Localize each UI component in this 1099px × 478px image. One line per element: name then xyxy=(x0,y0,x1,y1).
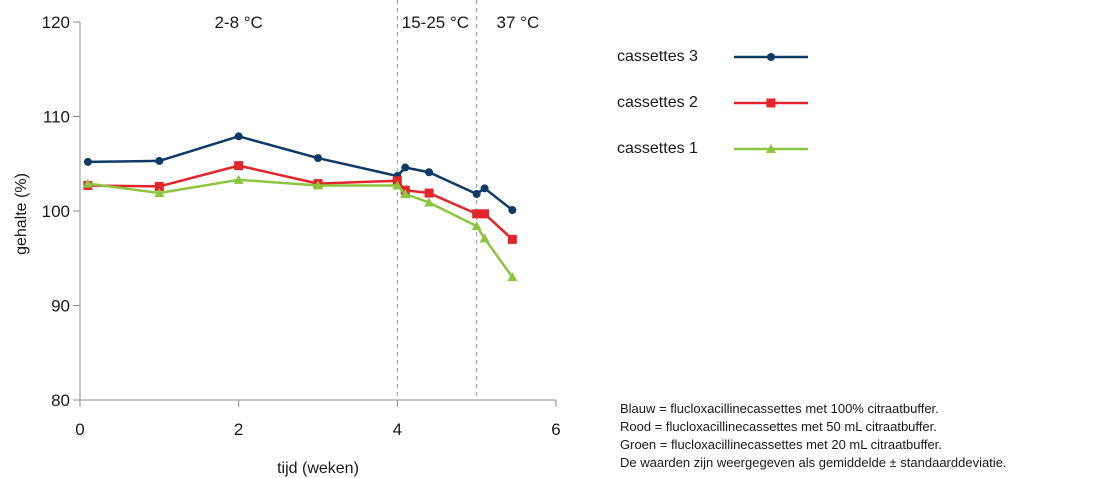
data-point xyxy=(479,233,490,243)
footnote-line-3: Groen = flucloxacillinecassettes met 20 … xyxy=(620,437,942,452)
data-point xyxy=(392,180,403,190)
x-tick-label: 2 xyxy=(234,420,243,439)
data-point xyxy=(82,178,93,188)
region-label: 2-8 °C xyxy=(214,13,262,32)
series-line xyxy=(87,178,514,278)
series-line xyxy=(87,164,514,241)
footnote: Blauw = flucloxacillinecassettes met 100… xyxy=(620,401,1007,470)
legend-label: cassettes 3 xyxy=(617,48,698,65)
data-point xyxy=(233,174,244,184)
data-point xyxy=(507,272,518,282)
legend-item: cassettes 3 xyxy=(617,48,808,65)
data-point xyxy=(424,188,434,198)
data-point xyxy=(401,163,410,172)
data-point xyxy=(424,197,435,207)
series-cassettes-3 xyxy=(83,132,517,215)
data-series xyxy=(82,132,518,282)
x-tick-label: 4 xyxy=(393,420,402,439)
footnote-line-1: Blauw = flucloxacillinecassettes met 100… xyxy=(620,401,939,416)
axes: 80 90 100 110 120 0 2 4 6 xyxy=(42,13,561,439)
legend-item: cassettes 2 xyxy=(617,94,808,111)
y-axis-title: gehalte (%) xyxy=(13,173,30,255)
temperature-regions: 2-8 °C 15-25 °C 37 °C xyxy=(214,0,539,400)
data-point xyxy=(508,206,517,215)
series-cassettes-2 xyxy=(83,161,517,244)
legend-marker xyxy=(766,98,776,108)
y-tick-label: 100 xyxy=(42,202,70,221)
data-point xyxy=(154,181,164,191)
region-label: 37 °C xyxy=(497,13,540,32)
legend: cassettes 3 cassettes 2 cassettes 1 xyxy=(617,48,808,157)
data-point xyxy=(234,161,244,171)
x-tick-label: 0 xyxy=(75,420,84,439)
x-tick-label: 6 xyxy=(551,420,560,439)
data-point xyxy=(425,168,434,177)
y-tick-label: 110 xyxy=(43,108,70,127)
data-point xyxy=(83,157,92,166)
legend-marker xyxy=(766,144,776,153)
data-point xyxy=(400,188,411,198)
data-point xyxy=(154,188,165,198)
data-point xyxy=(472,209,482,219)
data-point xyxy=(234,132,243,141)
legend-marker xyxy=(767,53,775,61)
x-axis-title: tijd (weken) xyxy=(277,460,359,477)
data-point xyxy=(155,156,164,165)
region-label: 15-25 °C xyxy=(402,13,469,32)
legend-item: cassettes 1 xyxy=(617,140,808,157)
legend-label: cassettes 2 xyxy=(617,94,698,111)
data-point xyxy=(480,209,490,219)
data-point xyxy=(313,180,323,190)
data-point xyxy=(480,184,489,193)
series-cassettes-1 xyxy=(82,174,518,282)
series-line xyxy=(87,135,514,212)
y-tick-label: 120 xyxy=(42,13,70,32)
data-point xyxy=(471,221,482,231)
legend-label: cassettes 1 xyxy=(617,140,698,157)
y-tick-label: 80 xyxy=(51,391,70,410)
data-point xyxy=(314,154,322,163)
data-point xyxy=(507,234,517,244)
data-point xyxy=(472,189,481,198)
footnote-line-2: Rood = flucloxacillinecassettes met 50 m… xyxy=(620,419,937,434)
y-tick-label: 90 xyxy=(51,297,70,316)
footnote-line-4: De waarden zijn weergegeven als gemiddel… xyxy=(620,455,1007,470)
